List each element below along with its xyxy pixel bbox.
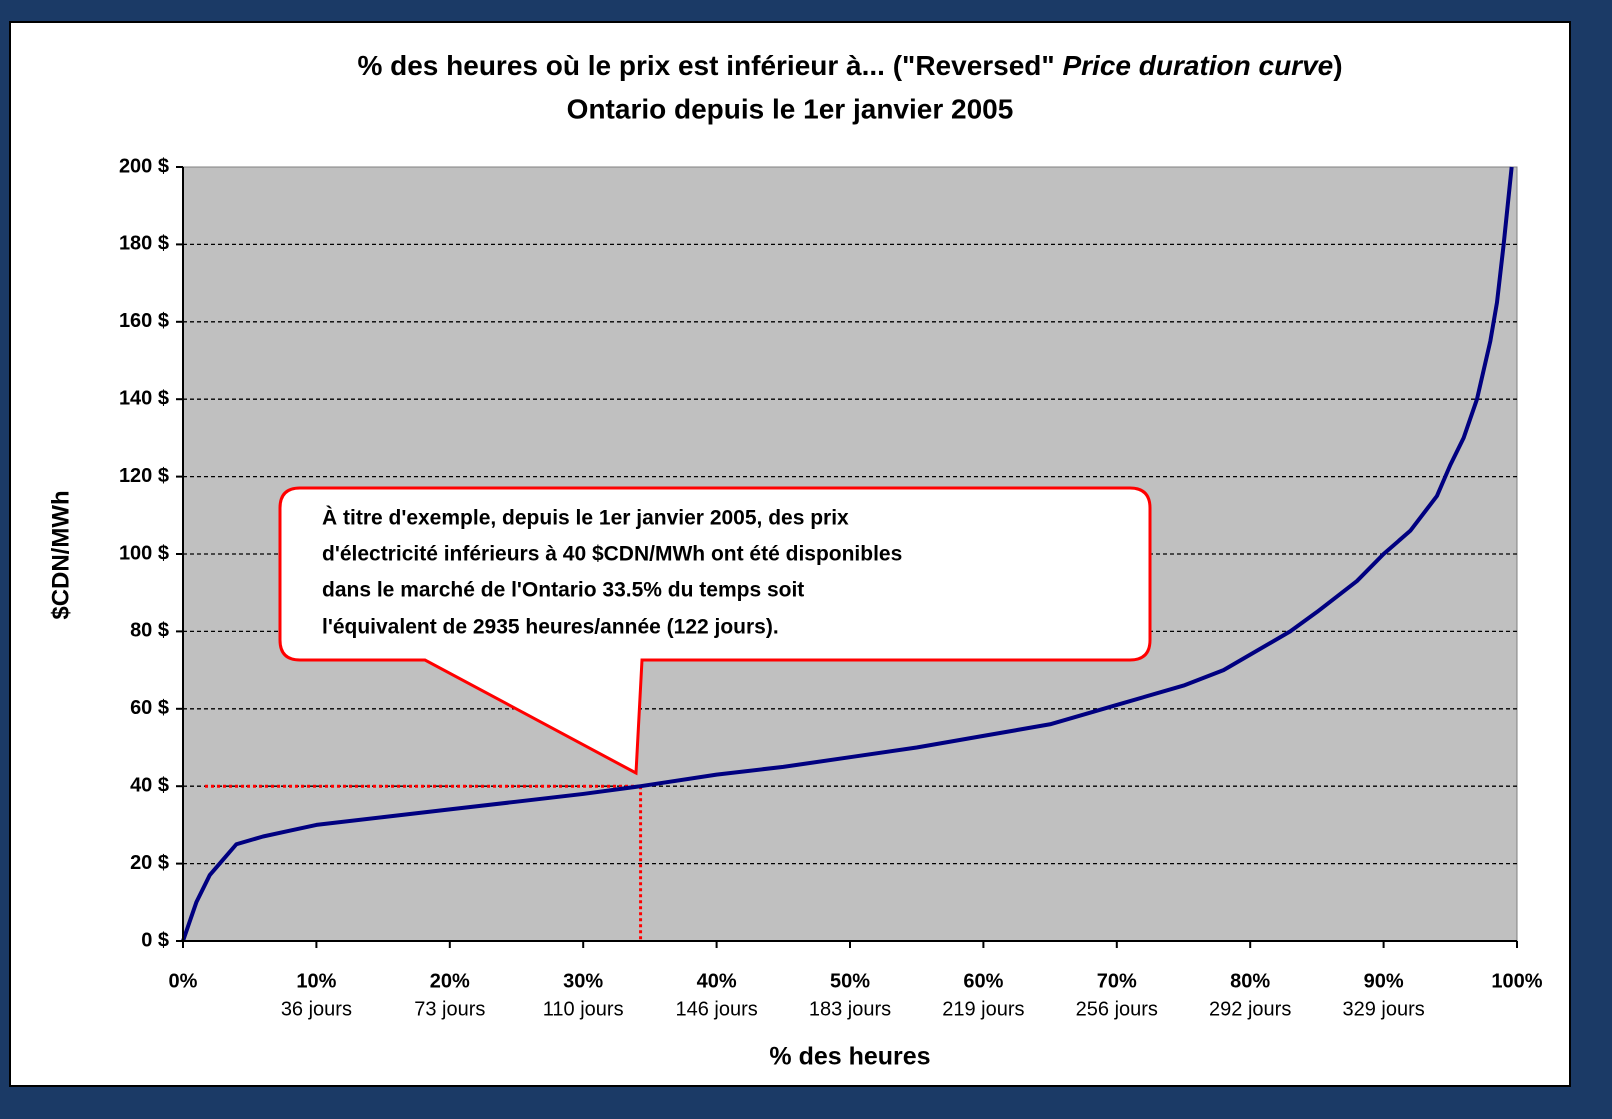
y-tick-label: 200 $ (119, 155, 169, 177)
x-tick-sublabel: 36 jours (281, 998, 352, 1020)
y-axis-label: $CDN/MWh (47, 490, 74, 619)
x-tick-label: 30% (563, 970, 603, 992)
x-tick-label: 50% (830, 970, 870, 992)
x-tick-sublabel: 329 jours (1342, 998, 1424, 1020)
annotation-line: l'équivalent de 2935 heures/année (122 j… (322, 616, 779, 639)
x-tick-label: 90% (1364, 970, 1404, 992)
x-tick-label: 10% (296, 970, 336, 992)
chart-subtitle: Ontario depuis le 1er janvier 2005 (567, 93, 1014, 124)
y-tick-label: 160 $ (119, 310, 169, 332)
title-part: % des heures où le prix est inférieur à.… (357, 50, 1062, 81)
chart-title: % des heures où le prix est inférieur à.… (357, 50, 1342, 81)
x-tick-sublabel: 146 jours (675, 998, 757, 1020)
x-tick-label: 40% (697, 970, 737, 992)
y-tick-label: 60 $ (130, 697, 169, 719)
x-tick-label: 70% (1097, 970, 1137, 992)
x-tick-sublabel: 110 jours (543, 998, 624, 1020)
x-tick-sublabel: 183 jours (809, 998, 891, 1020)
y-tick-label: 180 $ (119, 233, 169, 255)
x-tick-label: 60% (963, 970, 1003, 992)
y-tick-label: 120 $ (119, 465, 169, 487)
x-tick-sublabel: 219 jours (942, 998, 1024, 1020)
annotation-line: d'électricité inférieurs à 40 $CDN/MWh o… (322, 543, 902, 566)
y-tick-label: 80 $ (130, 620, 169, 642)
y-tick-label: 140 $ (119, 387, 169, 409)
x-tick-label: 100% (1491, 970, 1542, 992)
x-tick-label: 20% (430, 970, 470, 992)
price-curve (181, 166, 1514, 942)
x-axis-label: % des heures (769, 1043, 930, 1071)
highlight (205, 784, 643, 941)
x-tick-label: 0% (169, 970, 198, 992)
x-tick-sublabel: 73 jours (414, 998, 485, 1020)
y-tick-label: 40 $ (130, 774, 169, 796)
y-tick-label: 0 $ (141, 929, 169, 951)
annotation-line: À titre d'exemple, depuis le 1er janvier… (322, 507, 849, 530)
title-part: ) (1333, 50, 1342, 81)
x-tick-label: 80% (1230, 970, 1270, 992)
y-tick-label: 100 $ (119, 542, 169, 564)
x-tick-sublabel: 292 jours (1209, 998, 1291, 1020)
x-tick-sublabel: 256 jours (1076, 998, 1158, 1020)
marks (181, 166, 1514, 942)
title-part: Price duration curve (1062, 50, 1333, 81)
callout: À titre d'exemple, depuis le 1er janvier… (278, 486, 1152, 776)
y-tick-label: 20 $ (130, 852, 169, 874)
callout-box (278, 486, 1152, 776)
annotation-line: dans le marché de l'Ontario 33.5% du tem… (322, 579, 804, 602)
